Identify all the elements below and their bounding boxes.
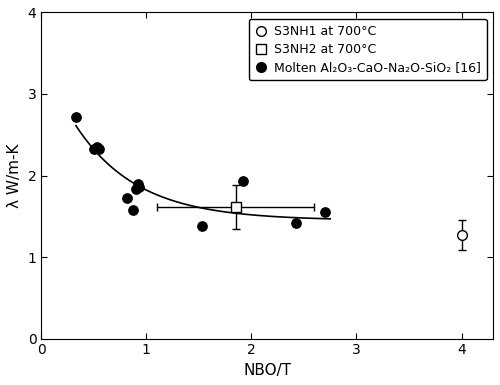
Point [198, 223, 206, 229]
Point [321, 209, 329, 215]
Point [90, 146, 98, 152]
Point [135, 184, 143, 190]
Point [134, 181, 142, 187]
Point [72, 114, 80, 120]
Point [95, 146, 103, 152]
Point [128, 207, 136, 213]
Point [292, 220, 300, 226]
Legend: S3NH1 at 700°C, S3NH2 at 700°C, Molten Al₂O₃-CaO-Na₂O-SiO₂ [16]: S3NH1 at 700°C, S3NH2 at 700°C, Molten A… [248, 19, 487, 80]
X-axis label: NBO/T: NBO/T [243, 363, 291, 378]
Point [239, 178, 247, 184]
Point [124, 194, 132, 201]
Point [93, 144, 101, 150]
Y-axis label: λ W/m-K: λ W/m-K [7, 143, 22, 208]
Point [132, 186, 140, 192]
